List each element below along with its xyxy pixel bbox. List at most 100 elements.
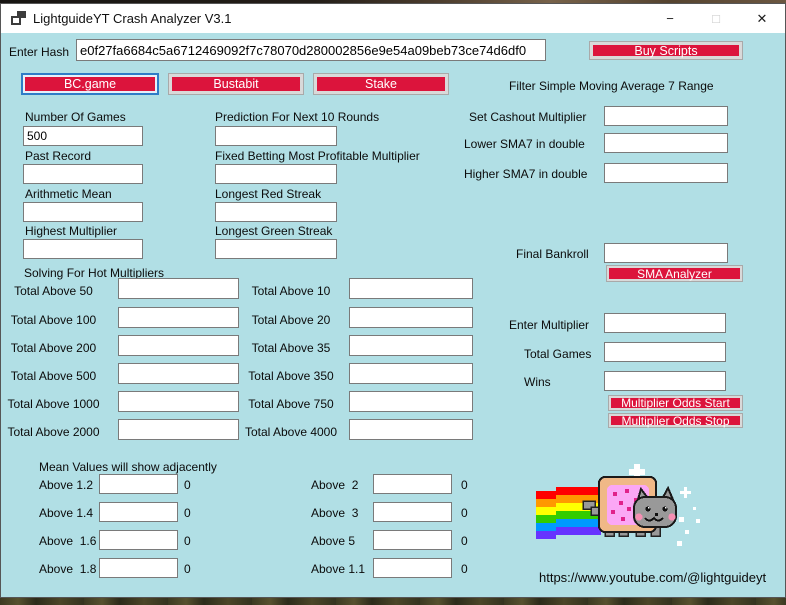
total-above-4000-label: Total Above 4000 [244, 425, 338, 439]
nyan-cat-image [536, 464, 700, 546]
enter-multiplier-label: Enter Multiplier [509, 318, 590, 332]
above-1-8-input[interactable] [99, 558, 178, 578]
above-1-2-label: Above 1.2 [39, 478, 94, 492]
enter-multiplier-input[interactable] [604, 313, 726, 333]
total-above-200-input[interactable] [118, 335, 239, 356]
minimize-icon[interactable]: − [666, 11, 674, 26]
above-1-1-mean-value: 0 [461, 562, 468, 576]
total-above-500-label: Total Above 500 [10, 369, 97, 383]
past-record-input[interactable] [23, 164, 143, 184]
total-above-35-input[interactable] [349, 335, 473, 356]
total-above-350-label: Total Above 350 [248, 369, 334, 383]
sma-analyzer-button[interactable]: SMA Analyzer [606, 265, 743, 282]
total-above-100-label: Total Above 100 [10, 313, 97, 327]
total-above-50-input[interactable] [118, 278, 239, 299]
wins-input[interactable] [604, 371, 726, 391]
above-1-2-input[interactable] [99, 474, 178, 494]
total-above-750-input[interactable] [349, 391, 473, 412]
total-games-input[interactable] [604, 342, 726, 362]
desktop-wallpaper-top [0, 0, 786, 4]
final-bankroll-label: Final Bankroll [516, 247, 589, 261]
above-3-label: Above 3 [311, 506, 359, 520]
above-1-6-label: Above 1.6 [39, 534, 97, 548]
above-3-mean-value: 0 [461, 506, 468, 520]
maximize-icon: □ [712, 11, 720, 26]
mean-values-title: Mean Values will show adjacently [39, 460, 217, 474]
total-above-1000-label: Total Above 1000 [7, 397, 100, 411]
highest-multiplier-label: Highest Multiplier [25, 224, 118, 238]
lower-sma7-label: Lower SMA7 in double [464, 137, 585, 151]
longest-green-streak-input[interactable] [215, 239, 337, 259]
above-1-4-input[interactable] [99, 502, 178, 522]
total-above-350-input[interactable] [349, 363, 473, 384]
above-1-1-label: Above 1.1 [311, 562, 366, 576]
above-1-1-input[interactable] [373, 558, 452, 578]
above-3-input[interactable] [373, 502, 452, 522]
above-2-label: Above 2 [311, 478, 359, 492]
arithmetic-mean-label: Arithmetic Mean [25, 187, 112, 201]
multiplier-odds-start-button[interactable]: Multiplier Odds Start [608, 395, 743, 411]
arithmetic-mean-input[interactable] [23, 202, 143, 222]
wins-label: Wins [524, 375, 551, 389]
filter-sma-label: Filter Simple Moving Average 7 Range [509, 79, 714, 93]
above-5-input[interactable] [373, 530, 452, 550]
lower-sma7-input[interactable] [604, 133, 728, 153]
prediction-input[interactable] [215, 126, 337, 146]
bustabit-button[interactable]: Bustabit [168, 73, 304, 95]
total-above-50-label: Total Above 50 [14, 284, 93, 298]
window-title: LightguideYT Crash Analyzer V3.1 [33, 11, 232, 26]
above-1-6-input[interactable] [99, 530, 178, 550]
fixed-betting-label: Fixed Betting Most Profitable Multiplier [215, 149, 420, 163]
higher-sma7-label: Higher SMA7 in double [464, 167, 588, 181]
hot-multipliers-title: Solving For Hot Multipliers [24, 266, 165, 280]
total-above-35-label: Total Above 35 [251, 341, 331, 355]
total-above-200-label: Total Above 200 [10, 341, 97, 355]
above-5-mean-value: 0 [461, 534, 468, 548]
longest-green-streak-label: Longest Green Streak [215, 224, 333, 238]
multiplier-odds-stop-button[interactable]: Multiplier Odds Stop [608, 413, 743, 428]
total-above-20-label: Total Above 20 [251, 313, 331, 327]
above-1-6-mean-value: 0 [184, 534, 191, 548]
above-5-label: Above 5 [311, 534, 356, 548]
app-window: LightguideYT Crash Analyzer V3.1 − □ ✕ E… [0, 3, 786, 598]
longest-red-streak-input[interactable] [215, 202, 337, 222]
total-above-750-label: Total Above 750 [248, 397, 334, 411]
above-1-4-label: Above 1.4 [39, 506, 94, 520]
set-cashout-multiplier-label: Set Cashout Multiplier [469, 110, 587, 124]
highest-multiplier-input[interactable] [23, 239, 143, 259]
total-above-1000-input[interactable] [118, 391, 239, 412]
past-record-label: Past Record [25, 149, 92, 163]
desktop-wallpaper-bottom [0, 598, 786, 605]
above-2-input[interactable] [373, 474, 452, 494]
stake-button[interactable]: Stake [313, 73, 449, 95]
bcgame-button[interactable]: BC.game [21, 73, 159, 95]
set-cashout-multiplier-input[interactable] [604, 106, 728, 126]
total-above-10-label: Total Above 10 [251, 284, 331, 298]
total-above-10-input[interactable] [349, 278, 473, 299]
title-bar: LightguideYT Crash Analyzer V3.1 − □ ✕ [1, 4, 785, 33]
above-1-4-mean-value: 0 [184, 506, 191, 520]
prediction-label: Prediction For Next 10 Rounds [215, 110, 380, 124]
above-2-mean-value: 0 [461, 478, 468, 492]
close-icon[interactable]: ✕ [756, 10, 768, 26]
final-bankroll-input[interactable] [604, 243, 728, 263]
above-1-8-mean-value: 0 [184, 562, 191, 576]
total-above-2000-label: Total Above 2000 [7, 425, 100, 439]
total-above-2000-input[interactable] [118, 419, 239, 440]
app-icon [11, 11, 27, 27]
number-of-games-input[interactable] [23, 126, 143, 146]
total-above-500-input[interactable] [118, 363, 239, 384]
number-of-games-label: Number Of Games [25, 110, 126, 124]
hash-input[interactable] [76, 39, 546, 61]
youtube-link-label: https://www.youtube.com/@lightguideyt [539, 570, 767, 585]
fixed-betting-input[interactable] [215, 164, 337, 184]
above-1-2-mean-value: 0 [184, 478, 191, 492]
buy-scripts-button[interactable]: Buy Scripts [589, 41, 743, 60]
enter-hash-label: Enter Hash [9, 45, 70, 59]
higher-sma7-input[interactable] [604, 163, 728, 183]
longest-red-streak-label: Longest Red Streak [215, 187, 322, 201]
total-above-4000-input[interactable] [349, 419, 473, 440]
total-above-100-input[interactable] [118, 307, 239, 328]
total-games-label: Total Games [524, 347, 592, 361]
total-above-20-input[interactable] [349, 307, 473, 328]
